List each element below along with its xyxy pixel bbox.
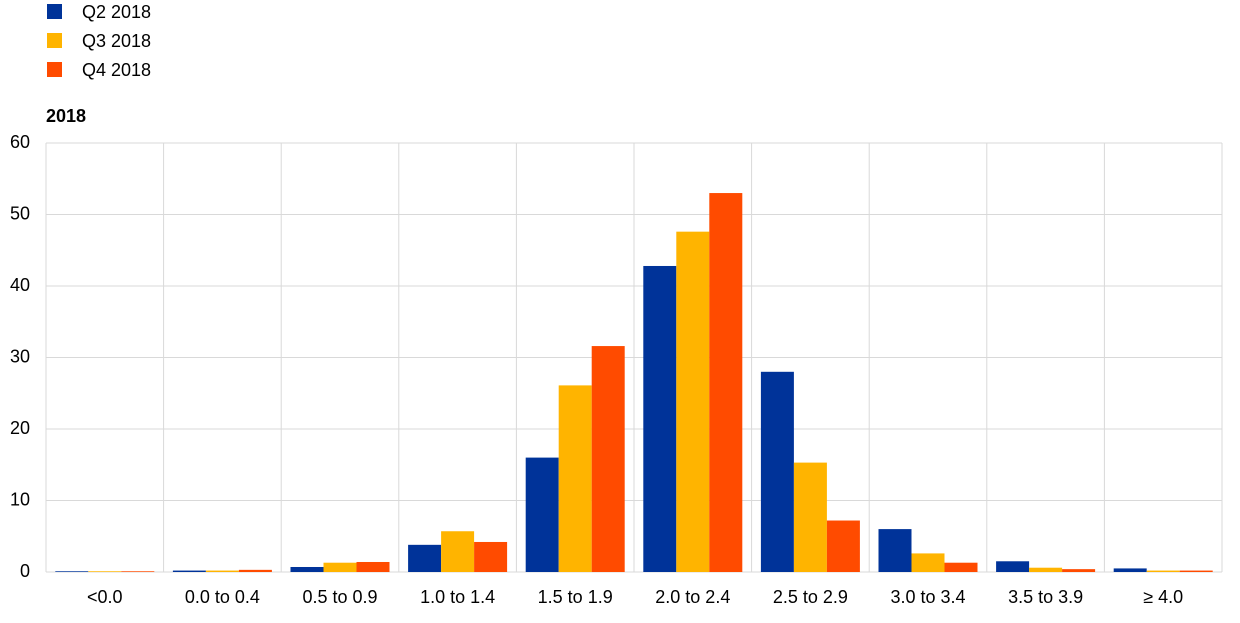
x-tick-label: ≥ 4.0 <box>1143 587 1183 607</box>
bar <box>88 571 122 572</box>
bar <box>408 544 442 572</box>
bar <box>944 562 978 572</box>
bar <box>356 561 390 572</box>
bar <box>1113 568 1147 572</box>
chart-title: 2018 <box>46 106 86 126</box>
bar <box>323 562 357 572</box>
bar <box>996 561 1030 572</box>
x-tick-label: 1.0 to 1.4 <box>420 587 495 607</box>
legend-label: Q2 2018 <box>82 2 151 22</box>
x-tick-label: 3.0 to 3.4 <box>890 587 965 607</box>
y-tick-label: 40 <box>10 275 30 295</box>
y-tick-label: 0 <box>20 561 30 581</box>
bar <box>793 462 827 572</box>
x-tick-label: 0.0 to 0.4 <box>185 587 260 607</box>
legend-swatch <box>47 4 62 19</box>
bar <box>826 520 860 572</box>
bar <box>1062 569 1096 572</box>
bar <box>121 571 155 572</box>
bar <box>441 531 475 572</box>
x-tick-label: 0.5 to 0.9 <box>302 587 377 607</box>
y-tick-label: 20 <box>10 418 30 438</box>
y-tick-label: 50 <box>10 203 30 223</box>
x-tick-label: <0.0 <box>87 587 123 607</box>
y-tick-label: 30 <box>10 346 30 366</box>
y-tick-label: 10 <box>10 489 30 509</box>
bar <box>1179 570 1213 572</box>
bar <box>591 346 625 572</box>
x-tick-label: 2.0 to 2.4 <box>655 587 730 607</box>
legend-swatch <box>47 62 62 77</box>
y-tick-label: 60 <box>10 132 30 152</box>
bar <box>474 541 508 572</box>
bar <box>290 566 324 572</box>
bar <box>1029 567 1063 572</box>
bar <box>878 529 912 572</box>
x-tick-label: 2.5 to 2.9 <box>773 587 848 607</box>
legend-label: Q3 2018 <box>82 31 151 51</box>
bar <box>172 570 206 572</box>
bar <box>709 193 743 573</box>
bar <box>238 569 272 572</box>
bar <box>525 457 559 572</box>
legend-label: Q4 2018 <box>82 60 151 80</box>
x-tick-label: 3.5 to 3.9 <box>1008 587 1083 607</box>
bar <box>911 553 945 572</box>
bar <box>643 265 677 572</box>
bar <box>1146 570 1180 572</box>
bar <box>676 231 710 572</box>
x-tick-label: 1.5 to 1.9 <box>538 587 613 607</box>
bar <box>205 570 239 572</box>
bar <box>55 571 89 572</box>
legend-swatch <box>47 33 62 48</box>
bar <box>558 385 592 572</box>
bar <box>760 371 794 572</box>
